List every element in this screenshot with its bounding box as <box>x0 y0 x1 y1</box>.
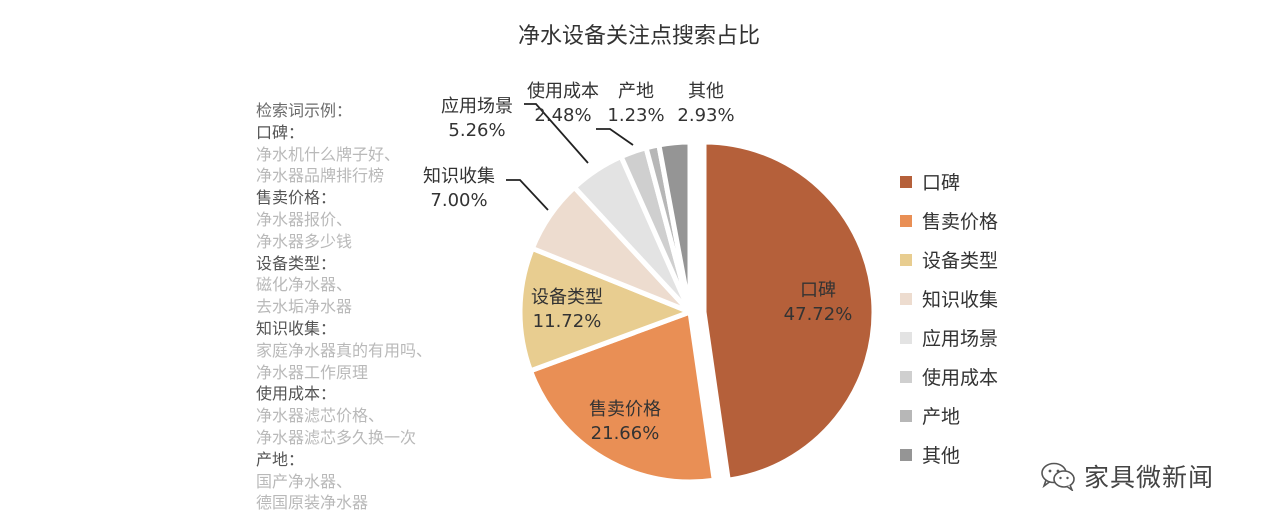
example-category: 知识收集： <box>256 318 337 338</box>
example-term: 德国原装净水器 <box>256 493 369 513</box>
slice-value-label: 47.72% <box>784 304 853 325</box>
legend-label: 口碑 <box>922 172 961 194</box>
pie-slice <box>517 245 697 375</box>
legend-label: 使用成本 <box>922 367 999 389</box>
legend-swatch <box>900 331 912 344</box>
legend-swatch <box>900 448 912 461</box>
slice-category-label: 使用成本 <box>527 81 599 102</box>
slice-value-label: 5.26% <box>448 120 505 141</box>
legend-item: 售卖价格 <box>900 201 1060 240</box>
slice-value-label: 2.93% <box>677 105 734 126</box>
slice-category-label: 售卖价格 <box>589 399 661 420</box>
legend-label: 知识收集 <box>922 289 999 311</box>
example-group: 产地： 国产净水器、 德国原装净水器 <box>256 449 496 514</box>
legend-swatch <box>900 292 912 305</box>
slice-category-label: 其他 <box>688 81 724 102</box>
example-term: 家庭净水器真的有用吗、 <box>256 340 433 360</box>
legend-label: 其他 <box>922 445 961 467</box>
legend-swatch <box>900 409 912 422</box>
example-term: 净水器多少钱 <box>256 231 353 251</box>
leader-line <box>596 128 634 146</box>
leader-line <box>506 179 549 211</box>
legend-item: 口碑 <box>900 162 1060 201</box>
example-group: 知识收集： 家庭净水器真的有用吗、 净水器工作原理 <box>256 318 496 383</box>
legend-item: 知识收集 <box>900 279 1060 318</box>
pie-slice <box>655 139 693 313</box>
example-term: 国产净水器、 <box>256 471 353 491</box>
leader-line <box>524 103 589 164</box>
watermark-text: 家具微新闻 <box>1084 463 1215 492</box>
example-term: 净水器报价、 <box>256 209 353 229</box>
legend-label: 应用场景 <box>922 328 999 350</box>
example-term: 净水器工作原理 <box>256 362 369 382</box>
example-group: 使用成本： 净水器滤芯价格、 净水器滤芯多久换一次 <box>256 383 496 448</box>
legend-swatch <box>900 253 912 266</box>
legend-swatch <box>900 214 912 227</box>
slice-category-label: 产地 <box>618 81 654 102</box>
example-term: 净水器滤芯多久换一次 <box>256 427 417 447</box>
legend-label: 售卖价格 <box>922 211 999 233</box>
example-group: 设备类型： 磁化净水器、 去水垢净水器 <box>256 253 496 318</box>
slice-category-label: 知识收集 <box>423 166 495 187</box>
legend-item: 设备类型 <box>900 240 1060 279</box>
chart-title: 净水设备关注点搜索占比 <box>517 24 760 49</box>
slice-value-label: 2.48% <box>534 105 591 126</box>
example-group: 口碑： 净水机什么牌子好、 净水器品牌排行榜 <box>256 122 496 187</box>
example-term: 净水器品牌排行榜 <box>256 166 385 186</box>
chart-legend: 口碑 售卖价格 设备类型 知识收集 应用场景 使用成本 产地 其他 <box>900 162 1060 474</box>
slice-category-label: 设备类型 <box>531 287 603 308</box>
example-term: 净水器滤芯价格、 <box>256 406 385 426</box>
slice-value-label: 21.66% <box>591 423 660 444</box>
legend-swatch <box>900 370 912 383</box>
example-term: 净水机什么牌子好、 <box>256 144 401 164</box>
slice-category-label: 口碑 <box>800 280 836 301</box>
legend-item: 产地 <box>900 396 1060 435</box>
legend-item: 使用成本 <box>900 357 1060 396</box>
slice-value-label: 7.00% <box>430 190 487 211</box>
example-category: 口碑： <box>256 122 305 142</box>
example-term: 磁化净水器、 <box>256 275 353 295</box>
example-category: 设备类型： <box>256 253 337 273</box>
example-term: 去水垢净水器 <box>256 297 353 317</box>
slice-category-label: 应用场景 <box>441 96 513 117</box>
slice-value-label: 11.72% <box>533 311 602 332</box>
example-group: 售卖价格： 净水器报价、 净水器多少钱 <box>256 187 496 252</box>
example-category: 使用成本： <box>256 384 337 404</box>
examples-header: 检索词示例： <box>256 101 353 120</box>
search-term-examples: 检索词示例： 口碑： 净水机什么牌子好、 净水器品牌排行榜 售卖价格： 净水器报… <box>256 100 496 514</box>
legend-item: 应用场景 <box>900 318 1060 357</box>
wechat-icon <box>1041 462 1075 491</box>
slice-value-label: 1.23% <box>607 105 664 126</box>
legend-label: 产地 <box>922 406 961 428</box>
legend-label: 设备类型 <box>922 250 999 272</box>
example-category: 产地： <box>256 449 305 469</box>
example-category: 售卖价格： <box>256 188 337 208</box>
legend-item: 其他 <box>900 435 1060 474</box>
pie-slice <box>701 139 877 484</box>
watermark: 家具微新闻 <box>1040 458 1214 494</box>
legend-swatch <box>900 175 912 188</box>
